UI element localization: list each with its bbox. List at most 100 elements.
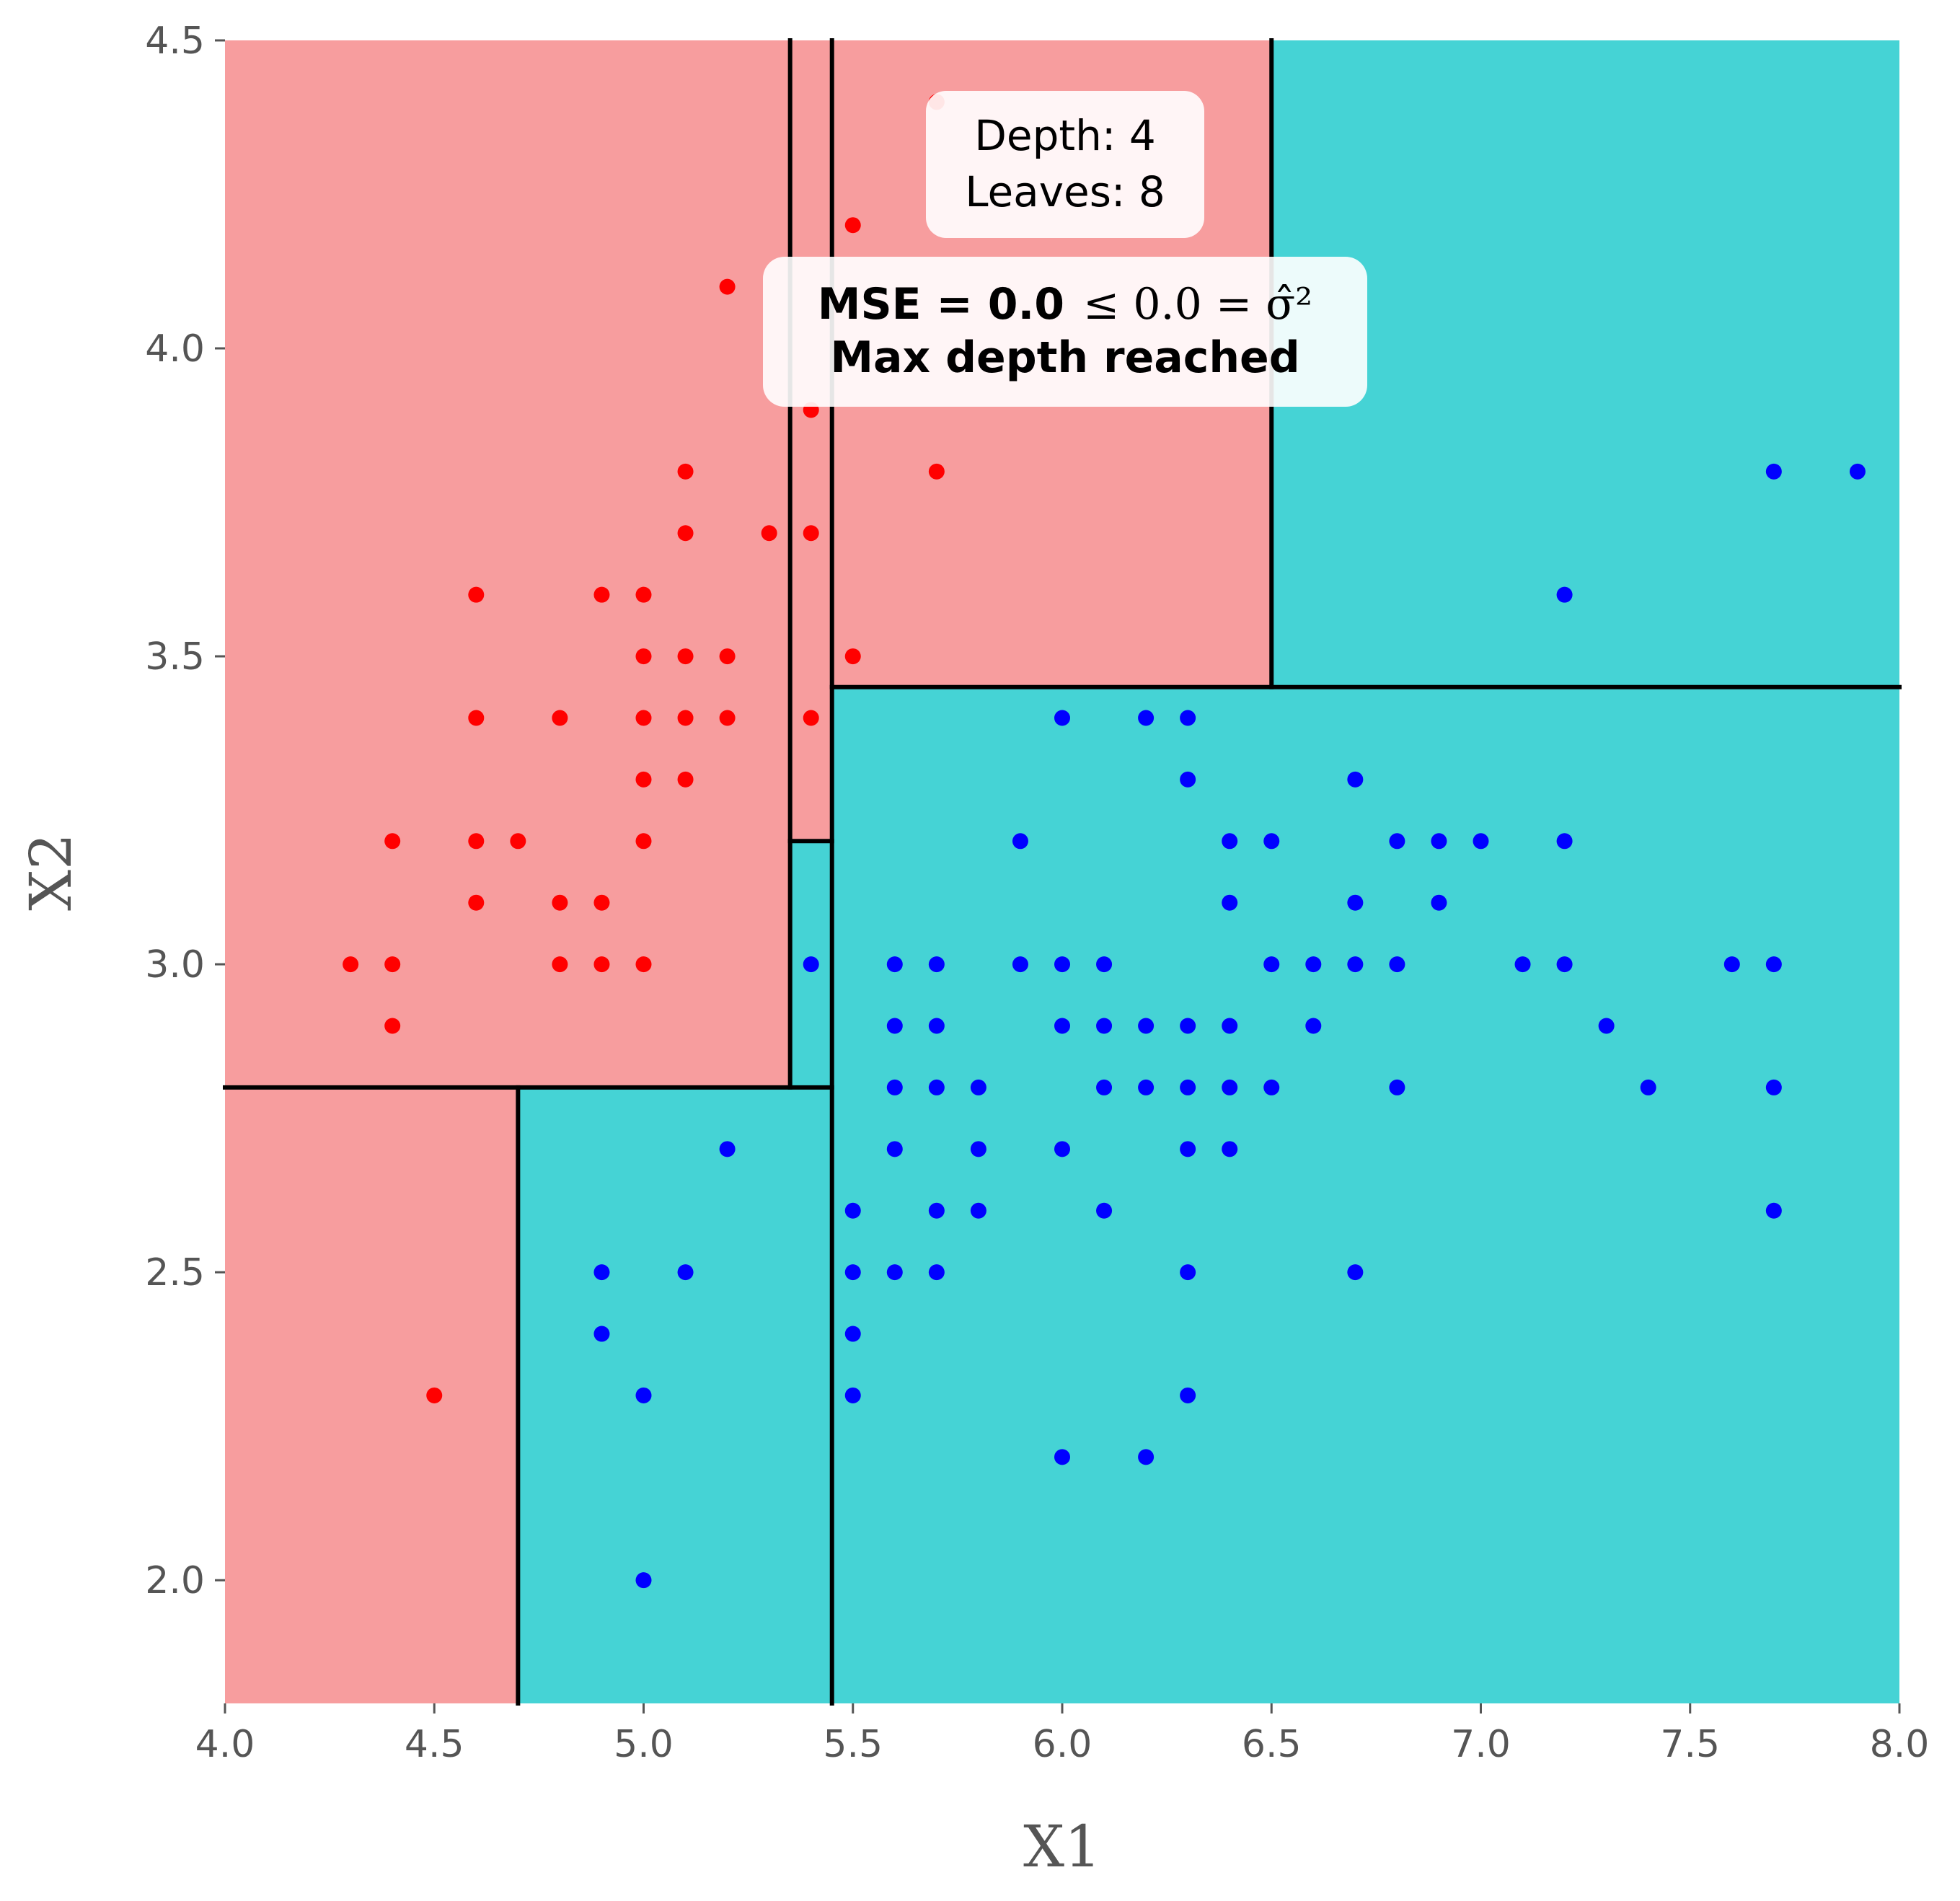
point-red-32 xyxy=(384,956,401,973)
point-blue-6 xyxy=(1180,771,1196,788)
point-blue-58 xyxy=(844,1202,861,1219)
point-blue-17 xyxy=(1431,894,1447,911)
x-tick-label-8.0: 8.0 xyxy=(1870,1723,1930,1766)
point-red-1 xyxy=(844,217,861,234)
point-blue-64 xyxy=(677,1264,694,1281)
point-blue-33 xyxy=(928,1018,945,1034)
point-blue-46 xyxy=(1180,1079,1196,1095)
data-points xyxy=(343,94,1866,1589)
point-blue-20 xyxy=(928,956,945,973)
point-blue-2 xyxy=(1556,586,1573,603)
point-blue-15 xyxy=(1222,894,1238,911)
point-red-30 xyxy=(593,894,610,911)
point-blue-35 xyxy=(1096,1018,1113,1034)
point-red-18 xyxy=(635,710,652,726)
point-red-7 xyxy=(761,525,777,542)
point-blue-41 xyxy=(886,1079,903,1095)
point-blue-47 xyxy=(1222,1079,1238,1095)
point-red-27 xyxy=(635,833,652,850)
point-blue-39 xyxy=(1305,1018,1322,1034)
point-blue-56 xyxy=(1180,1141,1196,1157)
stop-reason: Max depth reached xyxy=(830,332,1299,383)
point-blue-76 xyxy=(1138,1449,1155,1465)
mse-statement: MSE = 0.0 ≤ 0.0 = σ̂² xyxy=(818,279,1312,330)
point-blue-73 xyxy=(844,1387,861,1403)
point-blue-25 xyxy=(1305,956,1322,973)
leaves-label: Leaves: 8 xyxy=(965,167,1165,216)
mse-value: MSE = 0.0 xyxy=(818,279,1064,330)
point-blue-19 xyxy=(886,956,903,973)
point-blue-21 xyxy=(1012,956,1028,973)
x-tick-label-7.5: 7.5 xyxy=(1660,1723,1720,1766)
axes: 4.0 4.5 5.0 5.5 6.0 6.5 7.0 7.5 8.0 2.0 2.5 3.0 3.5 4… xyxy=(17,19,1929,1880)
point-blue-40 xyxy=(1598,1018,1615,1034)
point-blue-57 xyxy=(1222,1141,1238,1157)
y-tick-label-2.5: 2.5 xyxy=(145,1251,205,1294)
point-blue-52 xyxy=(719,1141,736,1157)
point-blue-43 xyxy=(970,1079,986,1095)
point-blue-4 xyxy=(1138,710,1155,726)
point-blue-61 xyxy=(1096,1202,1113,1219)
point-red-4 xyxy=(677,463,694,480)
point-red-12 xyxy=(635,648,652,665)
point-blue-1 xyxy=(1849,463,1866,480)
region-cyan-4 xyxy=(1271,40,1899,687)
y-tick-label-4.5: 4.5 xyxy=(145,19,205,63)
y-axis-label: X2 xyxy=(17,833,84,911)
point-blue-48 xyxy=(1263,1079,1280,1095)
point-red-34 xyxy=(593,956,610,973)
point-red-6 xyxy=(677,525,694,542)
depth-label: Depth: 4 xyxy=(974,111,1156,160)
point-red-16 xyxy=(468,710,485,726)
point-blue-13 xyxy=(1473,833,1489,850)
point-blue-14 xyxy=(1556,833,1573,850)
point-red-33 xyxy=(552,956,568,973)
region-red-0 xyxy=(225,40,790,1088)
point-red-24 xyxy=(384,833,401,850)
point-red-11 xyxy=(635,586,652,603)
point-blue-31 xyxy=(1765,956,1782,973)
x-tick-label-5.5: 5.5 xyxy=(823,1723,883,1766)
point-blue-45 xyxy=(1138,1079,1155,1095)
point-blue-37 xyxy=(1180,1018,1196,1034)
point-blue-34 xyxy=(1054,1018,1070,1034)
point-red-36 xyxy=(384,1018,401,1034)
point-blue-65 xyxy=(844,1264,861,1281)
point-blue-60 xyxy=(970,1202,986,1219)
x-tick-label-7.0: 7.0 xyxy=(1451,1723,1511,1766)
x-tick-label-6.0: 6.0 xyxy=(1033,1723,1092,1766)
point-blue-10 xyxy=(1263,833,1280,850)
point-blue-42 xyxy=(928,1079,945,1095)
x-tick-label-4.5: 4.5 xyxy=(405,1723,464,1766)
point-blue-11 xyxy=(1389,833,1405,850)
point-blue-63 xyxy=(593,1264,610,1281)
x-tick-label-5.0: 5.0 xyxy=(614,1723,674,1766)
region-cyan-5 xyxy=(831,687,1899,1703)
point-blue-50 xyxy=(1640,1079,1656,1095)
point-blue-9 xyxy=(1222,833,1238,850)
point-red-19 xyxy=(677,710,694,726)
point-red-26 xyxy=(510,833,526,850)
point-red-10 xyxy=(593,586,610,603)
point-red-14 xyxy=(719,648,736,665)
point-red-29 xyxy=(552,894,568,911)
point-blue-59 xyxy=(928,1202,945,1219)
point-red-28 xyxy=(468,894,485,911)
point-blue-32 xyxy=(886,1018,903,1034)
y-tick-label-3.0: 3.0 xyxy=(145,943,205,987)
point-blue-29 xyxy=(1556,956,1573,973)
stopping-criterion-box: MSE = 0.0 ≤ 0.0 = σ̂² Max depth reached xyxy=(763,257,1367,407)
point-blue-18 xyxy=(803,956,819,973)
point-red-22 xyxy=(635,771,652,788)
point-blue-30 xyxy=(1723,956,1740,973)
point-red-9 xyxy=(468,586,485,603)
point-blue-5 xyxy=(1180,710,1196,726)
point-red-13 xyxy=(677,648,694,665)
point-blue-24 xyxy=(1263,956,1280,973)
region-red-6 xyxy=(225,1087,518,1703)
y-tick-label-4.0: 4.0 xyxy=(145,327,205,371)
point-red-15 xyxy=(844,648,861,665)
y-tick-label-3.5: 3.5 xyxy=(145,635,205,679)
point-blue-16 xyxy=(1347,894,1364,911)
